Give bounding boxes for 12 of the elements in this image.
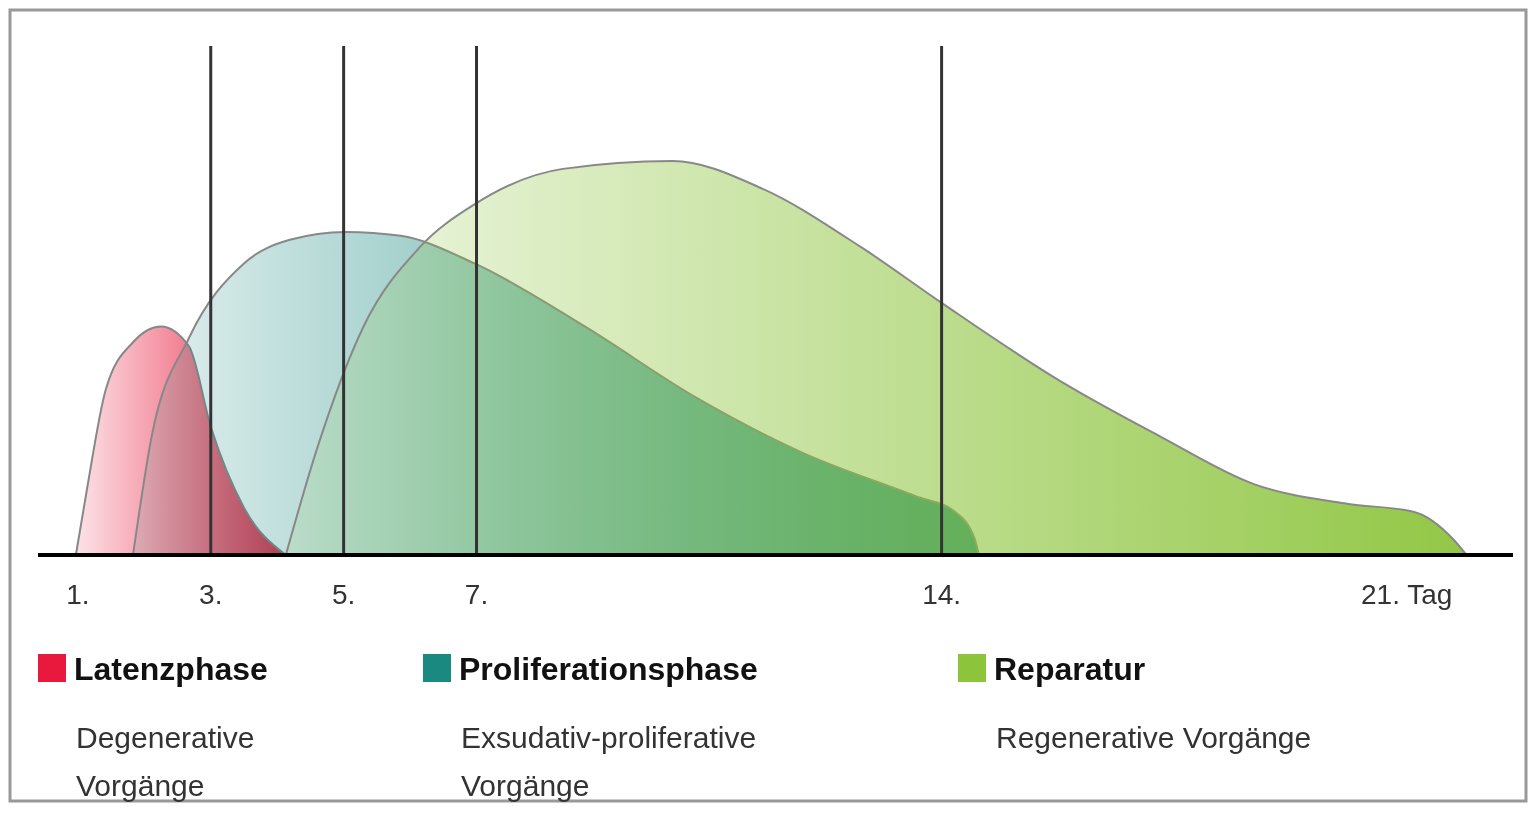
- text: Regenerative Vorgänge: [996, 721, 1312, 754]
- text: Exsudativ-proliferative Vorgänge: [461, 721, 757, 802]
- legend-label: Latenzphase: [74, 651, 268, 687]
- text: Degenerative Vorgänge: [76, 721, 255, 802]
- legend-label: Proliferationsphase: [459, 651, 758, 687]
- x-tick-label: 3.: [199, 579, 223, 610]
- x-tick-label: 21. Tag: [1361, 579, 1453, 610]
- x-tick-label: 1.: [66, 579, 90, 610]
- x-tick-label: 14.: [922, 579, 962, 610]
- legend-label: Reparatur: [994, 651, 1146, 687]
- x-tick-label: 7.: [464, 579, 489, 610]
- x-tick-label: 5.: [331, 579, 356, 610]
